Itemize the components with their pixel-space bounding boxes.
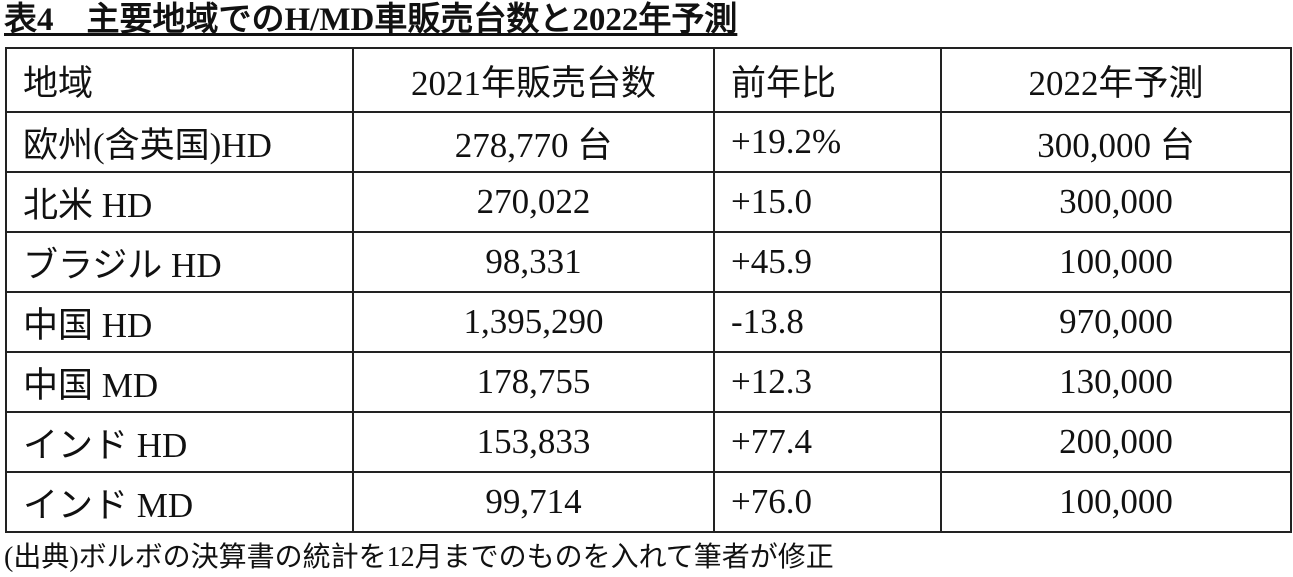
table-cell: 中国 HD: [5, 291, 354, 353]
table-cell: +12.3: [713, 351, 942, 413]
data-table: 地域 2021年販売台数 前年比 2022年予測 欧州(含英国)HD 278,770 台 +…: [5, 47, 1292, 533]
table-row: インド MD 99,714 +76.0 100,000: [5, 471, 1292, 533]
column-header: 前年比: [713, 47, 942, 113]
table-cell: +45.9: [713, 231, 942, 293]
table-cell: 270,022: [352, 171, 715, 233]
footnote: (出典)ボルボの決算書の統計を12月までのものを入れて筆者が修正: [4, 542, 834, 573]
table-body: 地域 2021年販売台数 前年比 2022年予測 欧州(含英国)HD 278,770 台 +…: [5, 47, 1292, 533]
table-cell: 970,000: [940, 291, 1292, 353]
table-cell: 欧州(含英国)HD: [5, 111, 354, 173]
table-row: 中国 MD 178,755 +12.3 130,000: [5, 351, 1292, 413]
table-row: インド HD 153,833 +77.4 200,000: [5, 411, 1292, 473]
table-cell: 300,000 台: [940, 111, 1292, 173]
table-cell: -13.8: [713, 291, 942, 353]
table-cell: 178,755: [352, 351, 715, 413]
table-cell: 中国 MD: [5, 351, 354, 413]
table-cell: 300,000: [940, 171, 1292, 233]
table-row: 中国 HD 1,395,290 -13.8 970,000: [5, 291, 1292, 353]
table-cell: 130,000: [940, 351, 1292, 413]
table-title: 表4 主要地域でのH/MD車販売台数と2022年予測: [4, 2, 738, 38]
table-cell: 1,395,290: [352, 291, 715, 353]
table-cell: 200,000: [940, 411, 1292, 473]
column-header: 地域: [5, 47, 354, 113]
table-cell: 153,833: [352, 411, 715, 473]
header-row: 地域 2021年販売台数 前年比 2022年予測: [5, 47, 1292, 113]
table-cell: インド MD: [5, 471, 354, 533]
table-cell: 北米 HD: [5, 171, 354, 233]
table-cell: ブラジル HD: [5, 231, 354, 293]
table-row: ブラジル HD 98,331 +45.9 100,000: [5, 231, 1292, 293]
column-header: 2021年販売台数: [352, 47, 715, 113]
table-cell: 100,000: [940, 471, 1292, 533]
table-cell: +77.4: [713, 411, 942, 473]
table-cell: +19.2%: [713, 111, 942, 173]
table-cell: 98,331: [352, 231, 715, 293]
column-header: 2022年予測: [940, 47, 1292, 113]
table-cell: インド HD: [5, 411, 354, 473]
table-cell: +76.0: [713, 471, 942, 533]
table-row: 欧州(含英国)HD 278,770 台 +19.2% 300,000 台: [5, 111, 1292, 173]
table-cell: +15.0: [713, 171, 942, 233]
table-cell: 278,770 台: [352, 111, 715, 173]
table-row: 北米 HD 270,022 +15.0 300,000: [5, 171, 1292, 233]
table-cell: 100,000: [940, 231, 1292, 293]
table-cell: 99,714: [352, 471, 715, 533]
